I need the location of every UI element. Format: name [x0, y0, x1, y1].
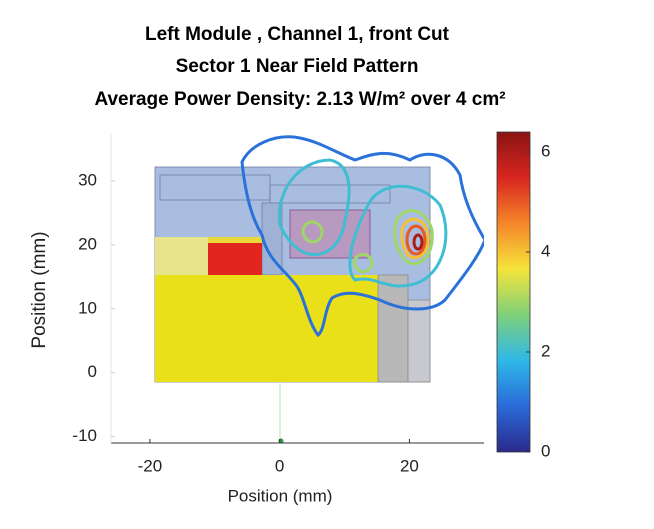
contour-line — [301, 220, 324, 244]
title-line: Left Module , Channel 1, front Cut — [145, 24, 450, 45]
x-axis-label: Position (mm) — [228, 486, 333, 505]
title-line: Average Power Density: 2.13 W/m² over 4 … — [94, 89, 505, 110]
y-tick-label: 0 — [88, 362, 97, 381]
contour-line — [348, 184, 448, 288]
x-tick-label: -20 — [138, 456, 163, 475]
contour-line — [393, 209, 434, 266]
contour-line — [240, 135, 484, 338]
y-tick-label: 30 — [78, 170, 97, 189]
y-axis-label: Position (mm) — [29, 231, 50, 348]
contour-line — [405, 224, 427, 256]
contour-line — [400, 217, 430, 260]
y-tick-label: 20 — [78, 234, 97, 253]
contour-line — [412, 233, 424, 251]
x-tick-label: 20 — [400, 456, 419, 475]
colorbar-tick-label: 6 — [541, 141, 550, 160]
colorbar — [496, 131, 531, 453]
x-tick-label: 0 — [275, 456, 284, 475]
y-tick-label: -10 — [72, 426, 97, 445]
contour-line — [277, 158, 351, 256]
title-line: Sector 1 Near Field Pattern — [176, 56, 419, 77]
y-tick-label: 10 — [78, 298, 97, 317]
colorbar-tick-label: 2 — [541, 341, 550, 360]
colorbar-tick-label: 4 — [541, 241, 550, 260]
contour-line — [352, 253, 374, 274]
colorbar-tick-label: 0 — [541, 441, 550, 460]
contours — [240, 135, 484, 338]
